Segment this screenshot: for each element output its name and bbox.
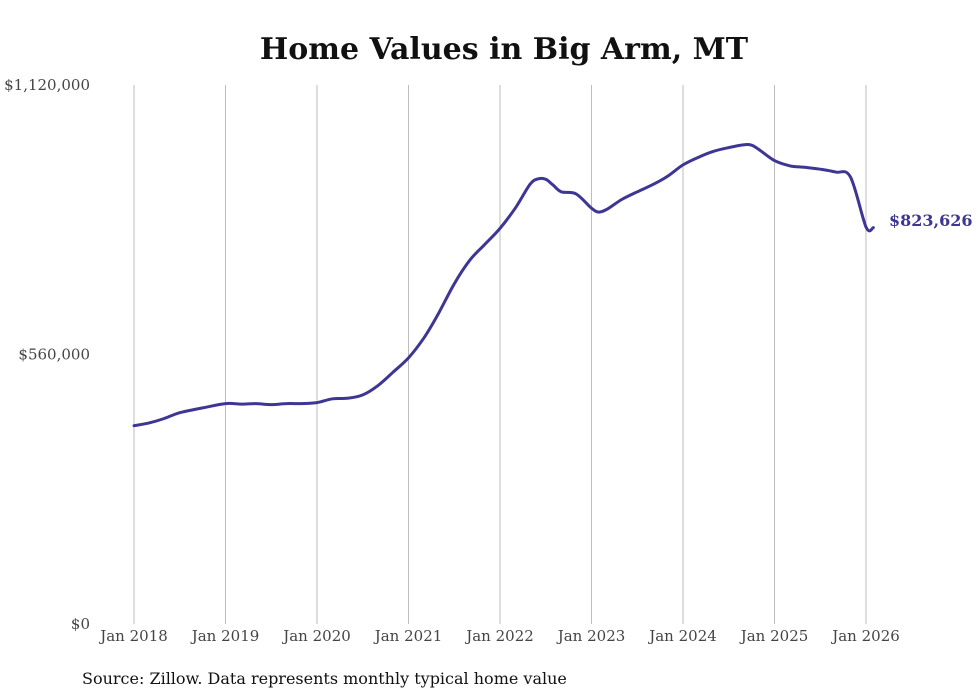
x-tick-label: Jan 2020 xyxy=(281,627,351,645)
x-tick-label: Jan 2025 xyxy=(739,627,809,645)
x-tick-label: Jan 2026 xyxy=(830,627,900,645)
y-tick-label: $1,120,000 xyxy=(4,76,90,94)
x-tick-label: Jan 2024 xyxy=(647,627,717,645)
end-value-label: $823,626 xyxy=(889,211,973,230)
chart-title: Home Values in Big Arm, MT xyxy=(260,32,749,67)
x-axis: Jan 2018 Jan 2019 Jan 2020 Jan 2021 Jan 2022… xyxy=(98,627,900,645)
x-tick-label: Jan 2022 xyxy=(464,627,534,645)
series-line-0 xyxy=(132,142,875,428)
x-tick-label: Jan 2021 xyxy=(373,627,443,645)
x-tick-label: Jan 2018 xyxy=(98,627,168,645)
x-tick-label: Jan 2023 xyxy=(556,627,626,645)
series-group xyxy=(132,142,875,428)
y-tick-label: $0 xyxy=(71,615,90,633)
y-axis: $0 $560,000 $1,120,000 xyxy=(4,76,90,633)
x-tick-label: Jan 2019 xyxy=(190,627,260,645)
y-tick-label: $560,000 xyxy=(18,346,90,364)
source-note: Source: Zillow. Data represents monthly … xyxy=(82,669,567,688)
gridlines xyxy=(133,85,867,624)
